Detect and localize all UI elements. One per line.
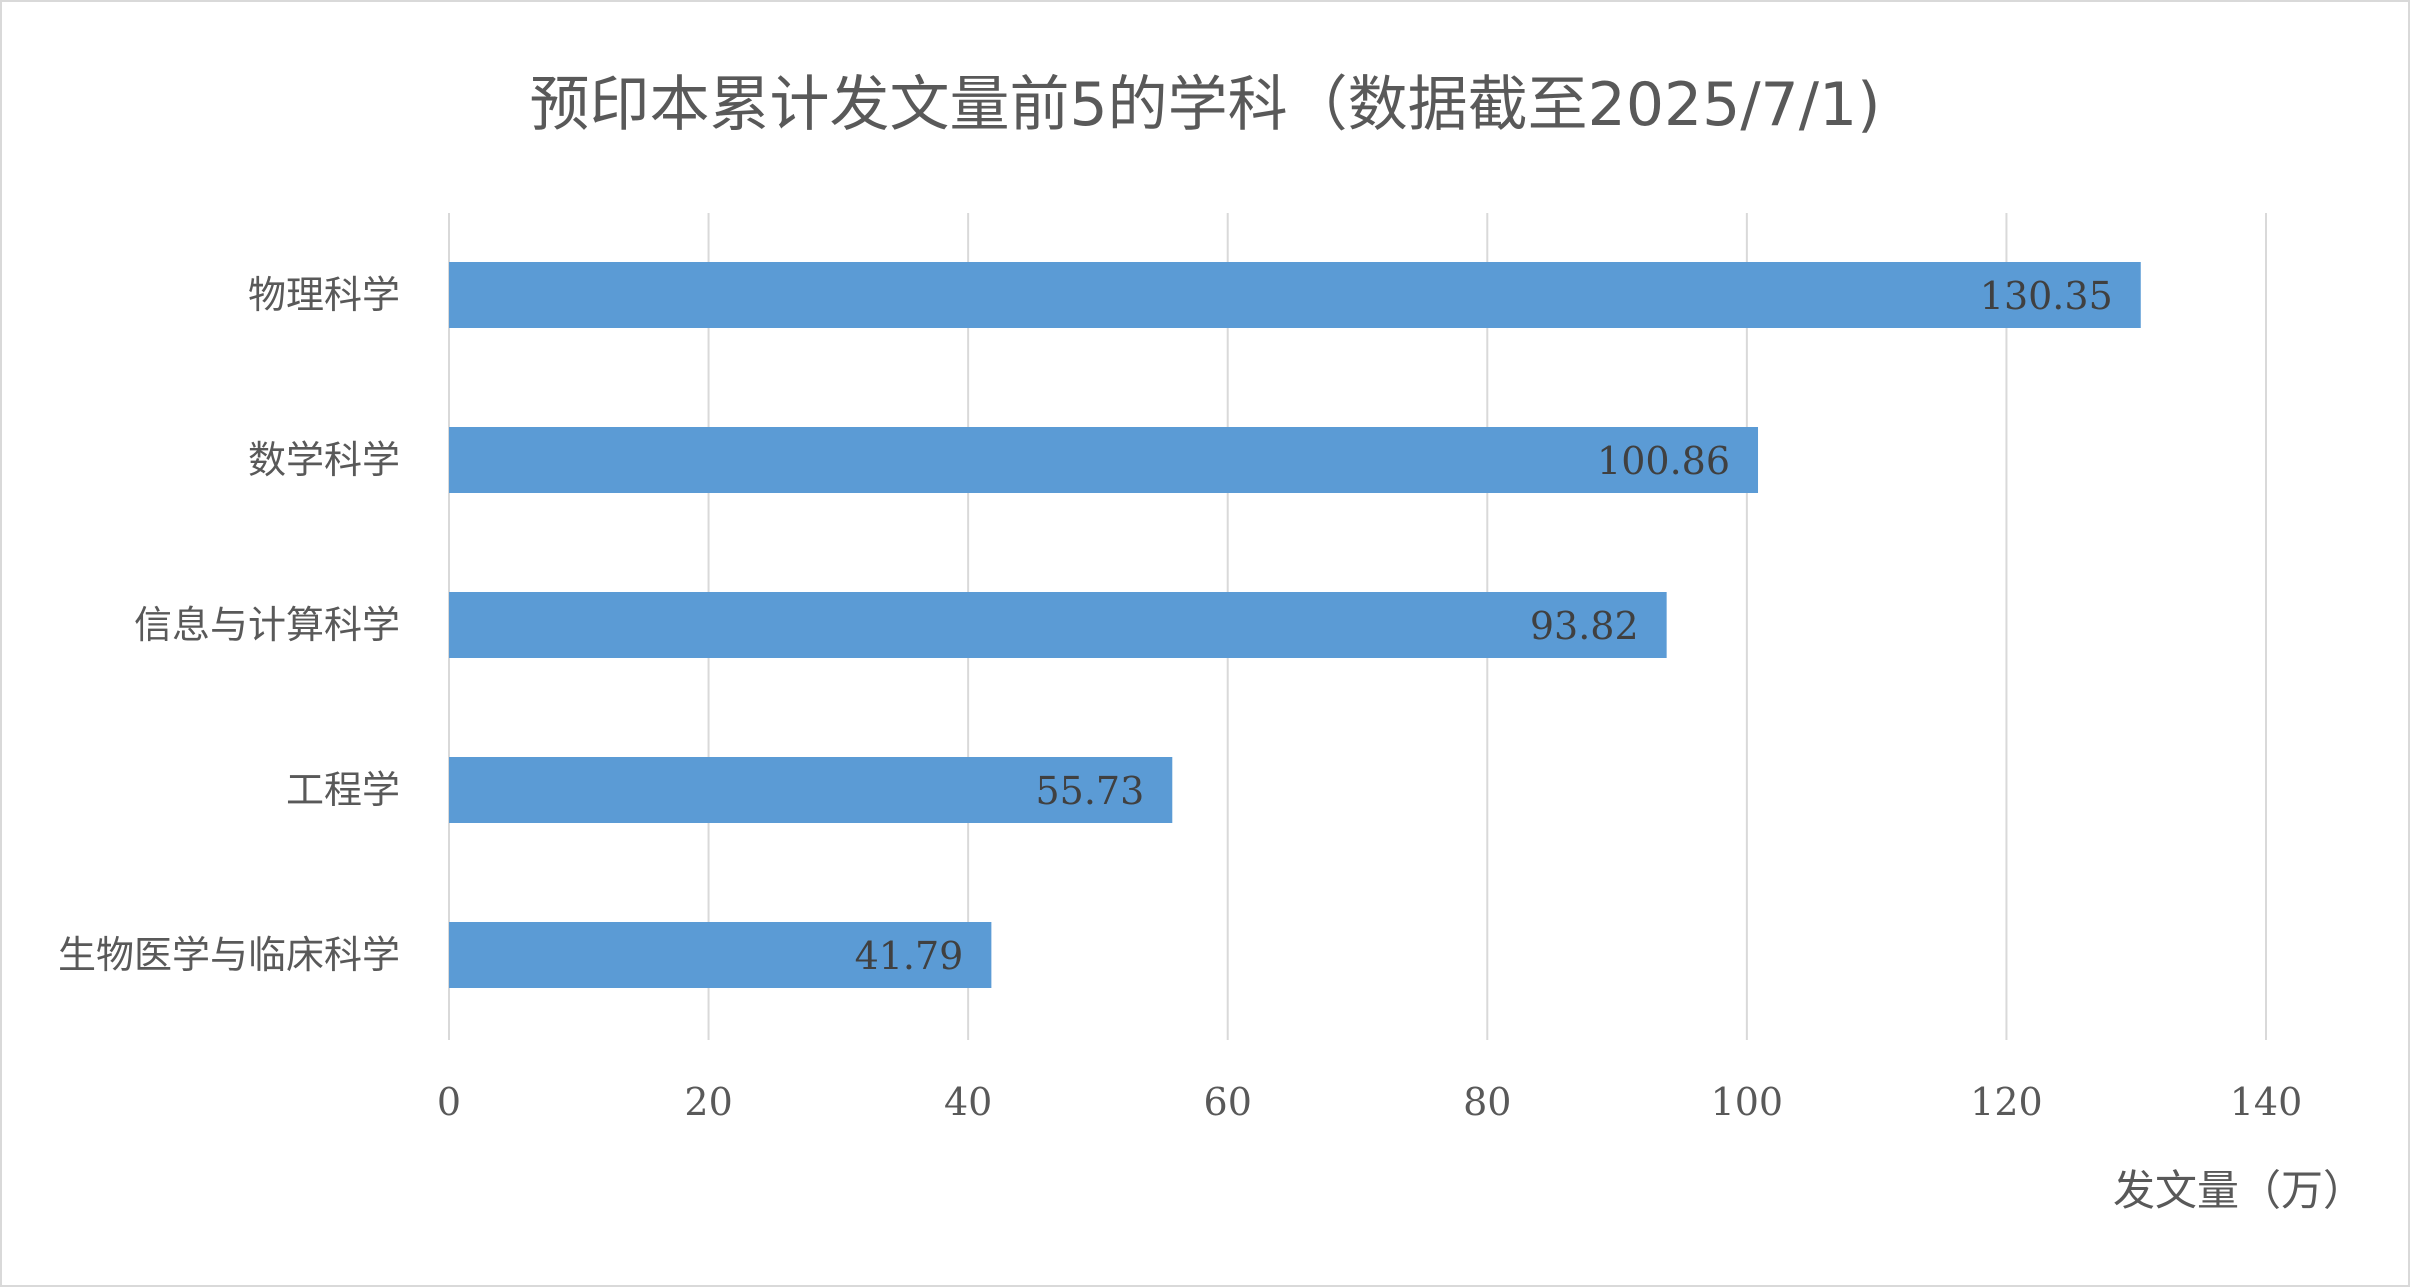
bar bbox=[449, 592, 1667, 658]
data-label: 93.82 bbox=[1530, 604, 1639, 648]
bar bbox=[449, 427, 1759, 493]
x-tick-label: 0 bbox=[437, 1080, 461, 1124]
x-tick-label: 60 bbox=[1204, 1080, 1252, 1124]
category-label: 数学科学 bbox=[248, 438, 400, 482]
data-label: 41.79 bbox=[855, 934, 964, 978]
x-tick-label: 100 bbox=[1711, 1080, 1784, 1124]
category-label: 物理科学 bbox=[248, 273, 400, 317]
data-label: 100.86 bbox=[1597, 439, 1730, 483]
x-tick-label: 140 bbox=[2230, 1080, 2303, 1124]
category-label: 信息与计算科学 bbox=[134, 603, 400, 647]
x-tick-label: 120 bbox=[1970, 1080, 2043, 1124]
bar bbox=[449, 922, 992, 988]
bar bbox=[449, 757, 1173, 823]
x-tick-label: 40 bbox=[944, 1080, 992, 1124]
category-label: 生物医学与临床科学 bbox=[58, 933, 400, 977]
x-tick-label: 20 bbox=[684, 1080, 732, 1124]
chart-title: 预印本累计发文量前5的学科（数据截至2025/7/1) bbox=[529, 70, 1881, 140]
data-label: 55.73 bbox=[1035, 769, 1144, 813]
x-tick-label: 80 bbox=[1463, 1080, 1511, 1124]
x-axis-title: 发文量（万） bbox=[2113, 1166, 2365, 1215]
bars bbox=[449, 262, 2141, 988]
labels: 0 20 40 60 80 100 120 140 物理科学 130.35 数学科学 100.86 信息… bbox=[58, 273, 2302, 1124]
category-label: 工程学 bbox=[286, 768, 400, 812]
data-label: 130.35 bbox=[1980, 274, 2113, 318]
bar bbox=[449, 262, 2141, 328]
